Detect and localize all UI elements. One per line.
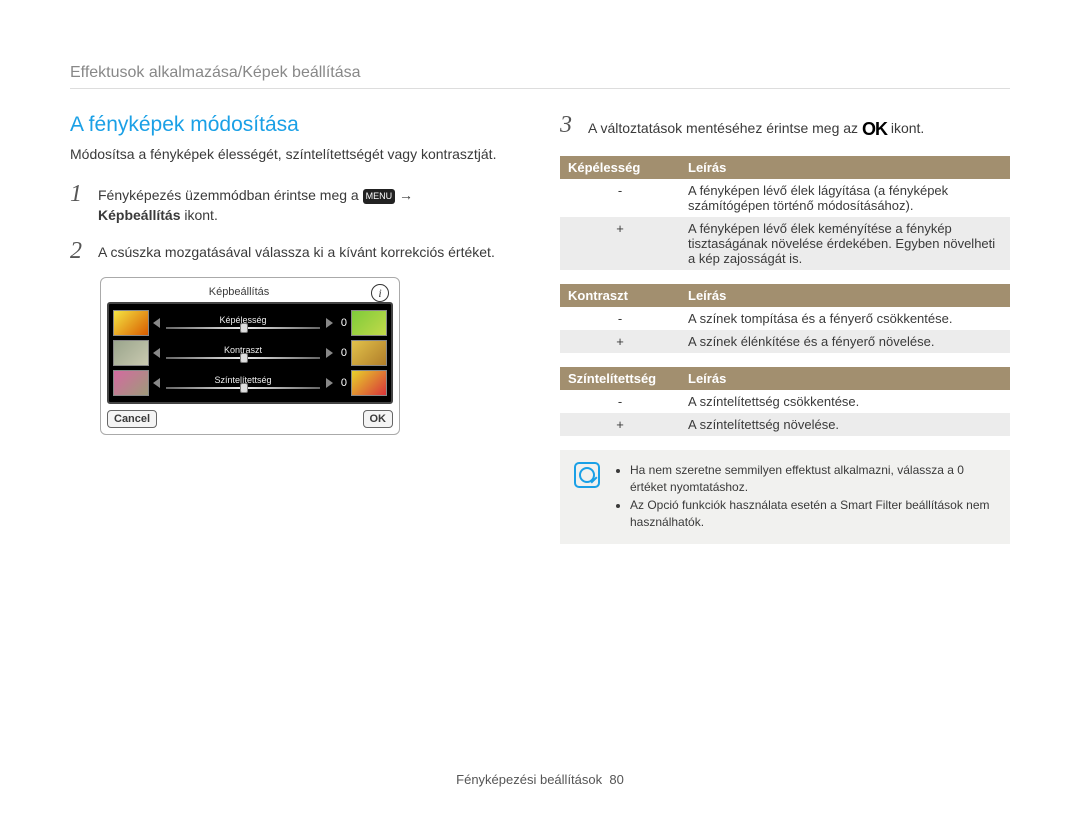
table-desc: A fényképen lévő élek lágyítása (a fényk… (680, 179, 1010, 217)
slider-thumb-right (351, 370, 387, 396)
arrow-right-icon[interactable] (326, 348, 333, 358)
table-desc: A fényképen lévő élek keményítése a fény… (680, 217, 1010, 270)
description-table: SzíntelítettségLeírás-A színtelítettség … (560, 367, 1010, 436)
table-row: -A színek tompítása és a fényerő csökken… (560, 307, 1010, 330)
slider-track-container: Kontraszt (166, 345, 320, 361)
step3-before: A változtatások mentéséhez érintse meg a… (588, 120, 862, 136)
note-icon (574, 462, 600, 488)
slider-knob[interactable] (240, 353, 248, 363)
table-sign: - (560, 179, 680, 217)
step-3: 3 A változtatások mentéséhez érintse meg… (560, 113, 1010, 142)
arrow-left-icon[interactable] (153, 378, 160, 388)
slider-thumb-right (351, 310, 387, 336)
table-head-1: Kontraszt (560, 284, 680, 307)
slider-thumb-right (351, 340, 387, 366)
arrow-right-icon[interactable] (326, 318, 333, 328)
note-item: Az Opció funkciók használata esetén a Sm… (630, 497, 996, 532)
step1-rest: ikont. (180, 207, 217, 223)
footer-label: Fényképezési beállítások (456, 772, 602, 787)
table-row: -A színtelítettség csökkentése. (560, 390, 1010, 413)
table-head-2: Leírás (680, 367, 1010, 390)
table-row: -A fényképen lévő élek lágyítása (a fény… (560, 179, 1010, 217)
table-desc: A színek tompítása és a fényerő csökkent… (680, 307, 1010, 330)
step-1: 1 Fényképezés üzemmódban érintse meg a M… (70, 182, 520, 226)
table-desc: A színek élénkítése és a fényerő növelés… (680, 330, 1010, 353)
table-sign: - (560, 390, 680, 413)
table-desc: A színtelítettség csökkentése. (680, 390, 1010, 413)
slider-track[interactable] (166, 325, 320, 331)
slider-value: 0 (337, 377, 347, 389)
slider-value: 0 (337, 317, 347, 329)
table-sign: + (560, 413, 680, 436)
note-list: Ha nem szeretne semmilyen effektust alka… (614, 462, 996, 532)
step-number: 3 (560, 113, 580, 137)
table-row: +A színtelítettség növelése. (560, 413, 1010, 436)
slider-row: Kontraszt 0 (113, 340, 387, 366)
step1-text-before: Fényképezés üzemmódban érintse meg a (98, 187, 363, 203)
step1-bold: Képbeállítás (98, 207, 180, 223)
table-row: +A fényképen lévő élek keményítése a fén… (560, 217, 1010, 270)
ok-button[interactable]: OK (363, 410, 394, 428)
page-footer: Fényképezési beállítások 80 (0, 772, 1080, 787)
slider-track-container: Színtelítettség (166, 375, 320, 391)
step3-after: ikont. (891, 120, 924, 136)
slider-thumb-left (113, 370, 149, 396)
arrow-left-icon[interactable] (153, 348, 160, 358)
table-sign: + (560, 217, 680, 270)
table-sign: - (560, 307, 680, 330)
description-table: KépélességLeírás-A fényképen lévő élek l… (560, 156, 1010, 270)
table-desc: A színtelítettség növelése. (680, 413, 1010, 436)
menu-icon: MENU (363, 189, 396, 204)
footer-page: 80 (609, 772, 623, 787)
step-number: 1 (70, 182, 90, 206)
arrow-left-icon[interactable] (153, 318, 160, 328)
note-item: Ha nem szeretne semmilyen effektust alka… (630, 462, 996, 497)
slider-track-container: Képélesség (166, 315, 320, 331)
step2-text: A csúszka mozgatásával válassza ki a kív… (98, 239, 495, 262)
intro-text: Módosítsa a fényképek élességét, színtel… (70, 145, 520, 164)
table-row: +A színek élénkítése és a fényerő növelé… (560, 330, 1010, 353)
table-sign: + (560, 330, 680, 353)
step1-arrow: → (399, 187, 413, 203)
table-head-1: Színtelítettség (560, 367, 680, 390)
note-box: Ha nem szeretne semmilyen effektust alka… (560, 450, 1010, 544)
table-head-1: Képélesség (560, 156, 680, 179)
left-column: A fényképek módosítása Módosítsa a fényk… (70, 113, 520, 544)
slider-value: 0 (337, 347, 347, 359)
table-head-2: Leírás (680, 156, 1010, 179)
slider-row: Képélesség 0 (113, 310, 387, 336)
slider-knob[interactable] (240, 323, 248, 333)
cancel-button[interactable]: Cancel (107, 410, 157, 428)
step-number: 2 (70, 239, 90, 263)
device-title: Képbeállítás (209, 284, 270, 302)
slider-knob[interactable] (240, 383, 248, 393)
table-head-2: Leírás (680, 284, 1010, 307)
slider-row: Színtelítettség 0 (113, 370, 387, 396)
description-table: KontrasztLeírás-A színek tompítása és a … (560, 284, 1010, 353)
step-2: 2 A csúszka mozgatásával válassza ki a k… (70, 239, 520, 263)
arrow-right-icon[interactable] (326, 378, 333, 388)
slider-track[interactable] (166, 355, 320, 361)
camera-screen-mock: Képbeállítás i Képélesség0Kontraszt0Szín… (100, 277, 400, 435)
right-column: 3 A változtatások mentéséhez érintse meg… (560, 113, 1010, 544)
slider-thumb-left (113, 340, 149, 366)
breadcrumb: Effektusok alkalmazása/Képek beállítása (70, 60, 1010, 89)
section-title: A fényképek módosítása (70, 113, 520, 137)
slider-track[interactable] (166, 385, 320, 391)
info-icon[interactable]: i (371, 284, 389, 302)
ok-glyph-icon: OK (862, 116, 887, 142)
slider-thumb-left (113, 310, 149, 336)
